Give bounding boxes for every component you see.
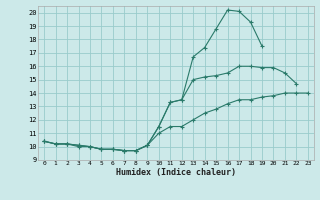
X-axis label: Humidex (Indice chaleur): Humidex (Indice chaleur) bbox=[116, 168, 236, 177]
